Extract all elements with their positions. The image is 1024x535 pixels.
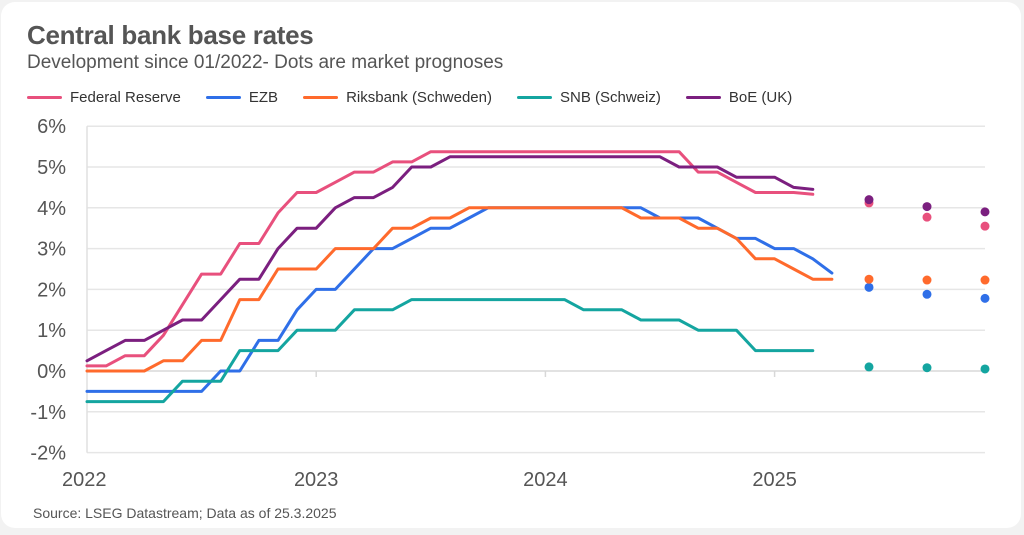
forecast-dot: [922, 212, 932, 222]
legend-label: BoE (UK): [728, 89, 793, 106]
y-tick-label: 4%: [37, 198, 66, 220]
y-axis-ticks: -2% -1% 0% 1% 2% 3% 4% 5% 6%: [30, 116, 66, 464]
legend-item-fed: Federal Reserve: [27, 89, 181, 106]
legend-swatch: [27, 96, 62, 99]
gridlines: [86, 125, 985, 454]
y-tick-label: 2%: [37, 279, 66, 301]
series-line-4: [85, 298, 815, 404]
x-tick-label: 2023: [294, 469, 339, 491]
legend-item-ezb: EZB: [205, 89, 279, 106]
y-tick-label: 0%: [37, 361, 66, 383]
chart-title: Central bank base rates: [27, 20, 314, 50]
forecast-dot: [864, 195, 874, 205]
legend-label: Federal Reserve: [70, 89, 181, 106]
series-line-5: [85, 155, 815, 363]
series-lines: [85, 150, 834, 404]
x-tick-label: 2024: [523, 469, 568, 491]
legend-label: SNB (Schweiz): [559, 89, 661, 106]
y-tick-label: 5%: [37, 157, 66, 179]
series-line-1: [85, 150, 815, 368]
forecast-dot: [980, 293, 990, 303]
series-line-3: [85, 206, 834, 373]
legend: Federal Reserve EZB Riksbank (Schweden) …: [27, 89, 817, 106]
legend-item-riksbank: Riksbank (Schweden): [303, 89, 492, 106]
legend-swatch: [205, 96, 241, 99]
forecast-dot: [922, 275, 932, 285]
x-axis-ticks: 2022 2023 2024 2025: [62, 469, 797, 491]
y-tick-label: 6%: [37, 116, 66, 138]
legend-label: EZB: [248, 89, 279, 106]
legend-swatch: [516, 96, 552, 99]
legend-item-snb: SNB (Schweiz): [516, 89, 661, 106]
forecast-dot: [980, 207, 990, 217]
legend-label: Riksbank (Schweden): [346, 89, 492, 106]
forecast-dot: [980, 275, 990, 285]
source-note: Source: LSEG Datastream; Data as of 25.3…: [33, 505, 337, 521]
forecast-dot: [980, 221, 990, 231]
y-tick-label: 3%: [37, 239, 66, 261]
forecast-dot: [922, 363, 932, 373]
legend-swatch: [303, 96, 339, 99]
forecast-dot: [980, 364, 990, 374]
x-tick-label: 2022: [62, 469, 107, 491]
legend-swatch: [685, 96, 721, 99]
forecast-dot: [864, 274, 874, 284]
forecast-dot: [864, 362, 874, 372]
forecast-dot: [864, 282, 874, 292]
legend-item-boe: BoE (UK): [685, 89, 793, 106]
y-tick-label: -1%: [30, 402, 66, 424]
forecast-dot: [922, 202, 932, 212]
y-tick-label: 1%: [37, 320, 66, 342]
x-tick-label: 2025: [752, 469, 797, 491]
y-tick-label: -2%: [30, 443, 66, 465]
forecast-dot: [922, 289, 932, 299]
chart-subtitle: Development since 01/2022- Dots are mark…: [27, 52, 504, 73]
chart-card: [1, 2, 1021, 528]
forecast-dots: [864, 195, 990, 374]
